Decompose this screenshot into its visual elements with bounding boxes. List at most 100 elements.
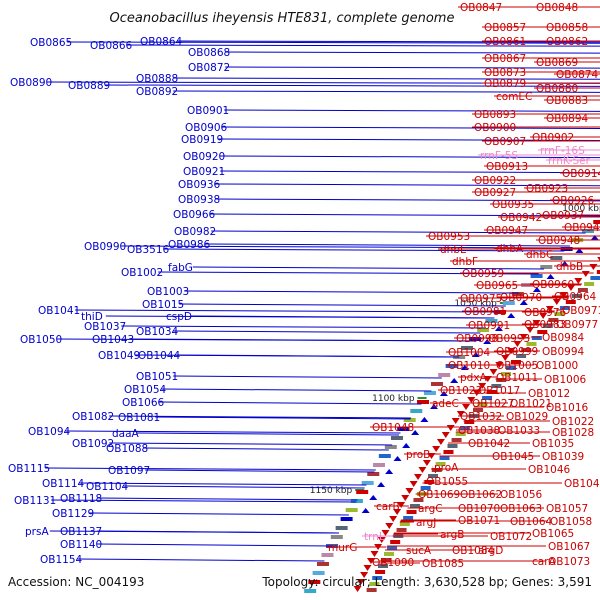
minus-strand-gene-label: OB0919 xyxy=(181,134,223,146)
gene-labels: OB0865 OB0866 OB0864 OB0868 OB0872 OB0890 OB08… xyxy=(8,2,600,570)
plus-strand-gene-arrow xyxy=(363,565,372,571)
minus-strand-gene-label: OB1044 xyxy=(138,350,181,362)
plus-strand-gene-label: OB0880 xyxy=(536,83,578,95)
annotation-block-inner xyxy=(312,571,325,575)
plus-strand-gene-label: adeC xyxy=(432,398,459,410)
minus-strand-gene-label-leader xyxy=(145,469,375,473)
plus-strand-gene-label: proB xyxy=(406,449,430,461)
plus-strand-gene-label: OB1071 xyxy=(458,515,500,527)
minus-strand-gene-label-leader xyxy=(211,230,586,234)
plus-strand-gene-label: OB1057 xyxy=(546,503,588,515)
annotation-block xyxy=(477,402,488,406)
annotation-block xyxy=(473,408,484,412)
plus-strand-gene-label: OB1063 xyxy=(500,503,542,515)
annotation-block-inner xyxy=(304,589,317,593)
plus-strand-gene-label: OB1047 xyxy=(564,478,600,490)
plus-strand-gene-label: OB0984 xyxy=(542,332,585,344)
minus-strand-gene-arrow xyxy=(519,300,528,305)
plus-strand-gene-arrow xyxy=(381,530,390,536)
plus-strand-gene-label: OB0927 xyxy=(474,187,516,199)
plus-strand-gene-arrow xyxy=(519,334,528,340)
minus-strand-gene-label-leader xyxy=(143,447,389,451)
plus-strand-gene-label: OB1046 xyxy=(528,464,571,476)
minus-strand-gene-label-leader xyxy=(127,44,600,47)
plus-strand-gene-arrow xyxy=(513,341,522,347)
plus-strand-gene-arrow xyxy=(559,292,568,298)
plus-strand-gene-arrow xyxy=(405,488,414,494)
plus-strand-gene-label: OB0937 xyxy=(542,210,584,222)
annotation-block-inner xyxy=(485,319,498,323)
annotation-block xyxy=(482,396,493,400)
plus-strand-gene-arrow xyxy=(489,369,498,375)
minus-strand-gene-label: OB1094 xyxy=(28,426,71,438)
annotation-block xyxy=(496,378,507,382)
plus-strand-gene-arrow xyxy=(353,586,362,592)
minus-strand-gene-label-leader xyxy=(123,485,365,489)
minus-strand-gene-label: OB1050 xyxy=(20,334,62,346)
minus-strand-gene-label-leader xyxy=(105,315,495,319)
plus-strand-gene-label: OB1056 xyxy=(500,489,543,501)
annotation-block xyxy=(451,438,462,442)
minus-strand-gene-arrow xyxy=(507,313,516,318)
annotation-block xyxy=(526,342,537,346)
minus-strand-gene-label-leader xyxy=(45,467,376,471)
minus-strand-gene-label-leader xyxy=(173,90,600,93)
minus-strand-gene-label-leader xyxy=(129,338,474,342)
minus-strand-gene-label: OB0865 xyxy=(30,37,72,49)
plus-strand-gene-arrow xyxy=(589,264,598,270)
annotation-block xyxy=(443,450,454,454)
minus-strand-gene-label-leader xyxy=(224,109,600,112)
minus-strand-gene-arrow xyxy=(450,378,459,383)
plus-strand-gene-arrow xyxy=(436,439,445,445)
annotation-block xyxy=(378,564,389,568)
plus-strand-gene-label: OB1067 xyxy=(548,541,590,553)
minus-strand-gene-arrow xyxy=(575,248,584,253)
minus-strand-gene-label: OB0866 xyxy=(90,40,133,52)
annotation-block-inner xyxy=(430,382,443,386)
plus-strand-gene-arrow xyxy=(462,404,470,410)
minus-strand-gene-label-leader xyxy=(109,442,393,446)
scale-tick-label: 1150 kbp xyxy=(310,486,353,496)
plus-strand-gene-label: OB0874 xyxy=(556,69,599,81)
minus-strand-gene-label: OB1082 xyxy=(72,411,114,423)
plus-strand-gene-label: OB0926 xyxy=(552,195,595,207)
annotation-block-inner xyxy=(468,337,481,341)
plus-strand-gene-label: OB0975 xyxy=(460,293,502,305)
annotation-block-inner xyxy=(372,463,385,467)
plus-strand-gene-arrow xyxy=(389,516,398,522)
plus-strand-gene-label: OB0981 xyxy=(464,306,506,318)
minus-strand-gene-label: daaA xyxy=(112,428,140,440)
plus-strand-gene-label: OB1005 xyxy=(496,360,538,372)
plus-strand-gene-label: OB1069 xyxy=(418,489,460,501)
plus-strand-gene-label: OB0960 xyxy=(532,279,574,291)
plus-strand-gene-label: dhbB xyxy=(556,261,583,273)
plus-strand-gene-label: dhbC xyxy=(526,249,553,261)
minus-strand-gene-label-leader xyxy=(121,245,568,249)
minus-strand-gene-label-leader xyxy=(225,66,600,69)
plus-strand-gene-label: OB0861 xyxy=(484,36,526,48)
minus-strand-gene-label: OB1041 xyxy=(38,305,80,317)
plus-strand-gene-label: dhbE xyxy=(440,244,467,256)
plus-strand-gene-arrow xyxy=(446,425,455,431)
minus-strand-gene-label-leader xyxy=(89,512,349,516)
plus-strand-gene-label: murG xyxy=(328,542,357,554)
minus-strand-gene-arrow xyxy=(471,352,480,357)
minus-strand-gene-arrow xyxy=(361,508,370,513)
plus-strand-gene-arrow xyxy=(472,390,481,396)
plus-strand-gene-label: OB1017 xyxy=(478,385,520,397)
minus-strand-gene-arrow xyxy=(483,339,492,344)
plus-strand-gene-label: OB0993 xyxy=(488,333,530,345)
annotation-block xyxy=(455,432,466,436)
plus-strand-gene-label: OB1033 xyxy=(498,425,540,437)
annotation-block xyxy=(428,474,439,478)
annotation-block-inner xyxy=(410,409,423,413)
plus-strand-gene-label: OB0893 xyxy=(474,109,516,121)
plus-strand-gene-label: OB0900 xyxy=(474,122,516,134)
annotation-block-inner xyxy=(361,481,374,485)
minus-strand-gene-label-leader xyxy=(47,81,600,84)
plus-strand-gene-label: OB0971 xyxy=(562,305,600,317)
minus-strand-gene-label: OB1037 xyxy=(84,321,126,333)
plus-strand-gene-label: OB1038 xyxy=(458,425,500,437)
plus-strand-gene-arrow xyxy=(526,327,535,333)
annotation-block xyxy=(413,498,424,502)
